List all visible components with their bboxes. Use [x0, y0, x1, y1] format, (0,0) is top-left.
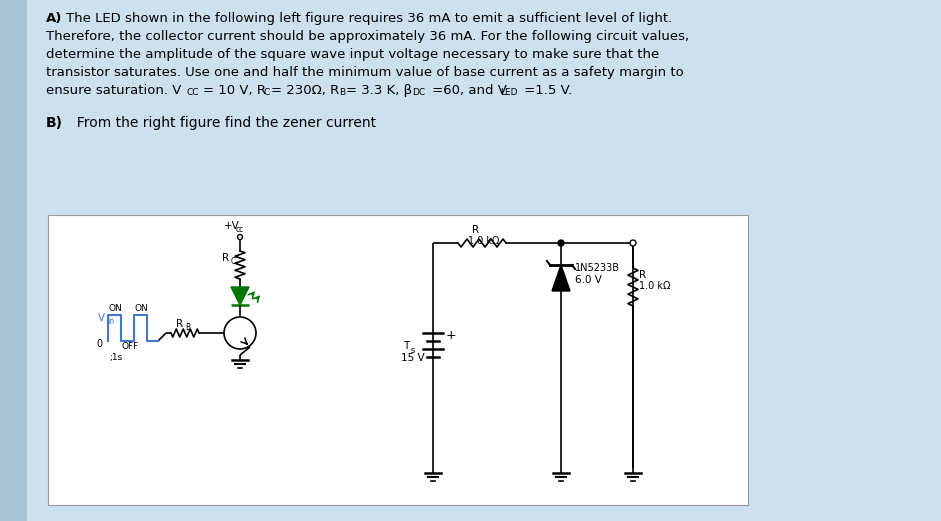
Text: C: C — [264, 88, 270, 97]
FancyBboxPatch shape — [48, 215, 748, 505]
Text: ON: ON — [109, 304, 122, 313]
Text: 1.0 kΩ: 1.0 kΩ — [639, 281, 670, 291]
Text: ;1s: ;1s — [109, 353, 122, 362]
Text: B): B) — [46, 116, 63, 130]
Text: DC: DC — [412, 88, 425, 97]
Text: +: + — [446, 329, 456, 342]
Text: R: R — [639, 270, 646, 280]
Text: R: R — [222, 253, 229, 263]
Text: 1.0 kΩ: 1.0 kΩ — [468, 236, 500, 246]
Circle shape — [630, 240, 636, 246]
Text: cc: cc — [236, 225, 245, 234]
Text: s: s — [411, 346, 415, 355]
Text: 1N5233B: 1N5233B — [575, 263, 620, 273]
Text: 0: 0 — [96, 339, 103, 349]
Text: A): A) — [46, 12, 62, 25]
Text: LED: LED — [500, 88, 518, 97]
Polygon shape — [231, 287, 249, 305]
Text: C: C — [231, 257, 236, 266]
Polygon shape — [552, 265, 570, 291]
Text: ensure saturation. V: ensure saturation. V — [46, 84, 182, 97]
Text: determine the amplitude of the square wave input voltage necessary to make sure : determine the amplitude of the square wa… — [46, 48, 660, 61]
Text: T: T — [403, 341, 409, 351]
Text: OFF: OFF — [122, 342, 139, 351]
Text: 15 V: 15 V — [401, 353, 424, 363]
Circle shape — [224, 317, 256, 349]
Text: transistor saturates. Use one and half the minimum value of base current as a sa: transistor saturates. Use one and half t… — [46, 66, 684, 79]
Text: R: R — [176, 319, 183, 329]
Text: = 3.3 K, β: = 3.3 K, β — [346, 84, 412, 97]
Text: =1.5 V.: =1.5 V. — [520, 84, 572, 97]
Text: From the right figure find the zener current: From the right figure find the zener cur… — [68, 116, 376, 130]
Text: B: B — [339, 88, 345, 97]
FancyBboxPatch shape — [0, 0, 27, 521]
Text: = 230Ω, R: = 230Ω, R — [271, 84, 340, 97]
Text: =60, and V: =60, and V — [428, 84, 507, 97]
Text: 6.0 V: 6.0 V — [575, 275, 602, 285]
Text: B: B — [185, 323, 190, 332]
Text: V: V — [98, 313, 105, 323]
Circle shape — [558, 240, 564, 246]
Text: ON: ON — [135, 304, 149, 313]
Text: CC: CC — [187, 88, 199, 97]
Text: +V: +V — [224, 221, 240, 231]
Text: in: in — [107, 317, 114, 326]
Text: Therefore, the collector current should be approximately 36 mA. For the followin: Therefore, the collector current should … — [46, 30, 689, 43]
FancyBboxPatch shape — [27, 0, 941, 521]
Text: R: R — [472, 225, 479, 235]
Text: = 10 V, R: = 10 V, R — [203, 84, 266, 97]
Circle shape — [237, 234, 243, 240]
Text: The LED shown in the following left figure requires 36 mA to emit a sufficient l: The LED shown in the following left figu… — [66, 12, 672, 25]
